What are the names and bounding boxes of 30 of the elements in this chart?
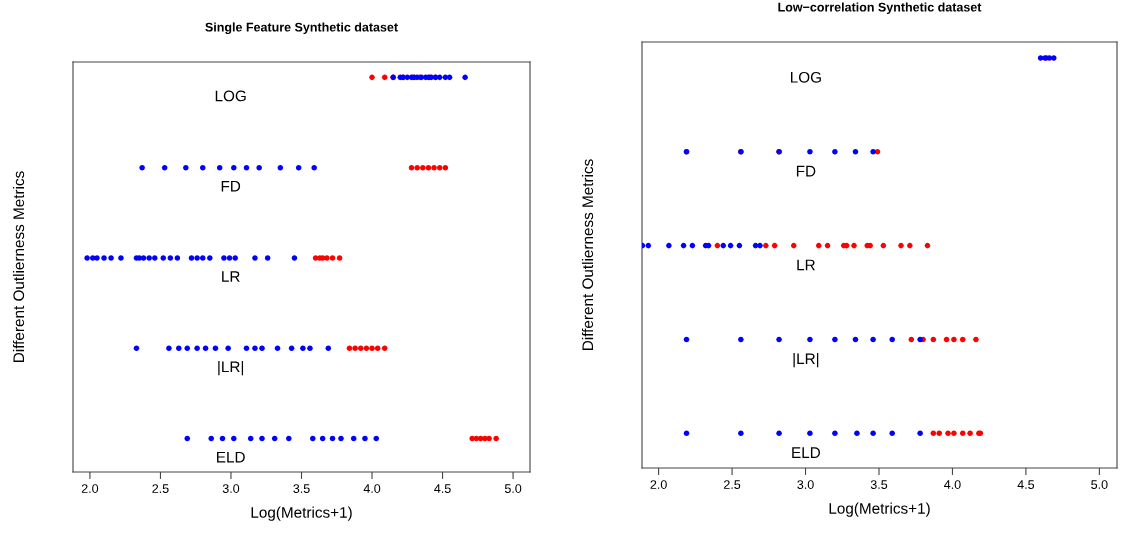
x-tick-label: 2.0	[81, 484, 99, 493]
x-tick-label: 3.0	[797, 480, 814, 489]
x-tick-label: 4.5	[1017, 480, 1035, 489]
y-axis-title: Different Outlierness Metrics	[581, 159, 594, 350]
category-label: ELD	[217, 451, 245, 463]
category-label: LR	[222, 271, 240, 282]
x-tick-label: 4.5	[434, 484, 451, 493]
category-label: FD	[221, 180, 241, 192]
category-label: |LR|	[793, 352, 819, 368]
category-label: FD	[796, 165, 816, 177]
x-tick-label: 2.0	[650, 480, 667, 489]
category-label: ELD	[792, 447, 820, 458]
chart-title: Low−correlation Synthetic dataset	[778, 2, 982, 15]
chart-title: Single Feature Synthetic dataset	[205, 22, 398, 35]
x-tick-label: 2.5	[152, 484, 169, 493]
category-label: LR	[797, 259, 815, 271]
y-axis-title: Different Outlierness Metrics	[12, 171, 25, 362]
x-tick-label: 5.0	[1091, 480, 1108, 489]
category-label: |LR|	[218, 360, 244, 376]
x-tick-label: 4.0	[363, 484, 381, 493]
x-tick-label: 4.0	[944, 480, 961, 489]
x-tick-label: 3.0	[222, 484, 240, 493]
x-tick-label: 3.5	[293, 484, 310, 493]
x-tick-label: 3.5	[870, 480, 888, 489]
x-tick-label: 2.5	[724, 480, 741, 489]
x-axis-title: Log(Metrics+1)	[251, 506, 352, 521]
category-label: LOG	[215, 90, 246, 102]
x-tick-label: 5.0	[504, 484, 522, 493]
category-label: LOG	[791, 71, 821, 83]
x-axis-title: Log(Metrics+1)	[829, 502, 930, 517]
